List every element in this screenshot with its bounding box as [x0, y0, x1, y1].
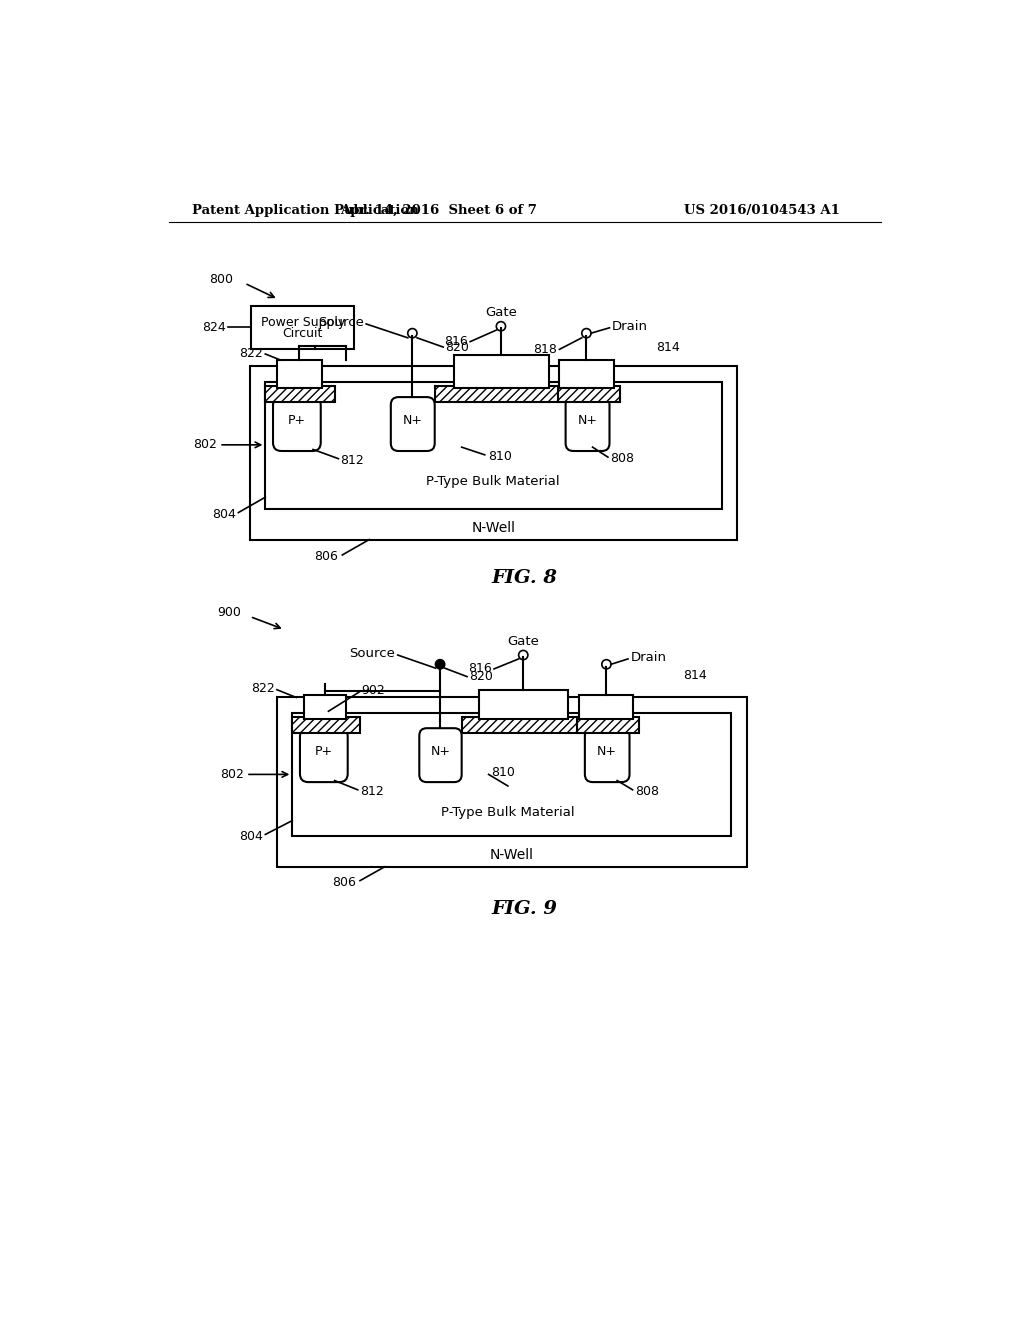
Text: P+: P+	[288, 413, 306, 426]
Text: FIG. 9: FIG. 9	[492, 900, 558, 919]
Text: 822: 822	[240, 347, 263, 360]
Text: 812: 812	[340, 454, 364, 467]
Bar	[558, 387, 620, 401]
Text: US 2016/0104543 A1: US 2016/0104543 A1	[684, 205, 840, 218]
Text: Power Supply: Power Supply	[260, 317, 345, 329]
Text: 806: 806	[314, 550, 339, 564]
Text: N-Well: N-Well	[472, 521, 516, 535]
Bar	[292, 713, 731, 836]
Bar	[252, 306, 354, 348]
Text: P+: P+	[314, 744, 333, 758]
Text: 810: 810	[488, 450, 512, 463]
Circle shape	[435, 660, 444, 669]
Text: 820: 820	[444, 341, 469, 354]
Text: P-Type Bulk Material: P-Type Bulk Material	[426, 475, 559, 488]
Text: Gate: Gate	[507, 635, 540, 648]
Text: N+: N+	[578, 413, 598, 426]
Text: Drain: Drain	[631, 651, 667, 664]
Text: Apr. 14, 2016  Sheet 6 of 7: Apr. 14, 2016 Sheet 6 of 7	[340, 205, 537, 218]
Text: 802: 802	[220, 768, 244, 781]
Text: N+: N+	[597, 744, 617, 758]
Text: 804: 804	[212, 508, 237, 520]
Text: Circuit: Circuit	[283, 327, 323, 341]
Text: 810: 810	[490, 767, 515, 779]
Bar	[580, 696, 634, 719]
Bar	[462, 718, 585, 733]
Text: 900: 900	[217, 606, 241, 619]
Bar	[559, 360, 614, 388]
Text: 820: 820	[469, 671, 494, 684]
FancyBboxPatch shape	[419, 729, 462, 781]
Text: 806: 806	[333, 875, 356, 888]
Text: 802: 802	[193, 438, 217, 451]
Text: 814: 814	[655, 341, 680, 354]
FancyBboxPatch shape	[300, 729, 348, 781]
Bar	[304, 696, 346, 719]
Bar	[578, 718, 639, 733]
Text: P-Type Bulk Material: P-Type Bulk Material	[441, 807, 574, 820]
FancyBboxPatch shape	[391, 397, 435, 451]
Bar	[276, 697, 746, 867]
Text: N+: N+	[430, 744, 451, 758]
FancyBboxPatch shape	[565, 397, 609, 451]
Bar	[276, 360, 322, 388]
Text: FIG. 8: FIG. 8	[492, 569, 558, 587]
FancyBboxPatch shape	[585, 729, 630, 781]
Text: N+: N+	[402, 413, 423, 426]
Bar	[265, 381, 722, 508]
Text: 804: 804	[240, 829, 263, 842]
Text: 902: 902	[360, 684, 385, 697]
Text: 800: 800	[209, 273, 233, 286]
Text: 824: 824	[203, 321, 226, 334]
FancyBboxPatch shape	[273, 397, 321, 451]
Text: Drain: Drain	[611, 319, 648, 333]
Bar	[479, 689, 568, 719]
Text: 816: 816	[444, 335, 468, 348]
Text: 808: 808	[610, 453, 634, 465]
Text: Gate: Gate	[485, 306, 517, 319]
Text: 822: 822	[251, 681, 274, 694]
Bar	[265, 387, 335, 401]
Bar	[435, 387, 565, 401]
Bar	[250, 367, 737, 540]
Text: 816: 816	[468, 663, 492, 676]
Text: N-Well: N-Well	[489, 849, 534, 862]
Text: 812: 812	[360, 785, 384, 797]
Text: Source: Source	[349, 647, 395, 660]
Text: 818: 818	[534, 343, 557, 356]
Bar	[454, 355, 549, 388]
Bar	[292, 718, 360, 733]
Text: 814: 814	[683, 669, 708, 682]
Text: Source: Source	[318, 315, 364, 329]
Text: 808: 808	[635, 785, 658, 797]
Text: Patent Application Publication: Patent Application Publication	[193, 205, 419, 218]
